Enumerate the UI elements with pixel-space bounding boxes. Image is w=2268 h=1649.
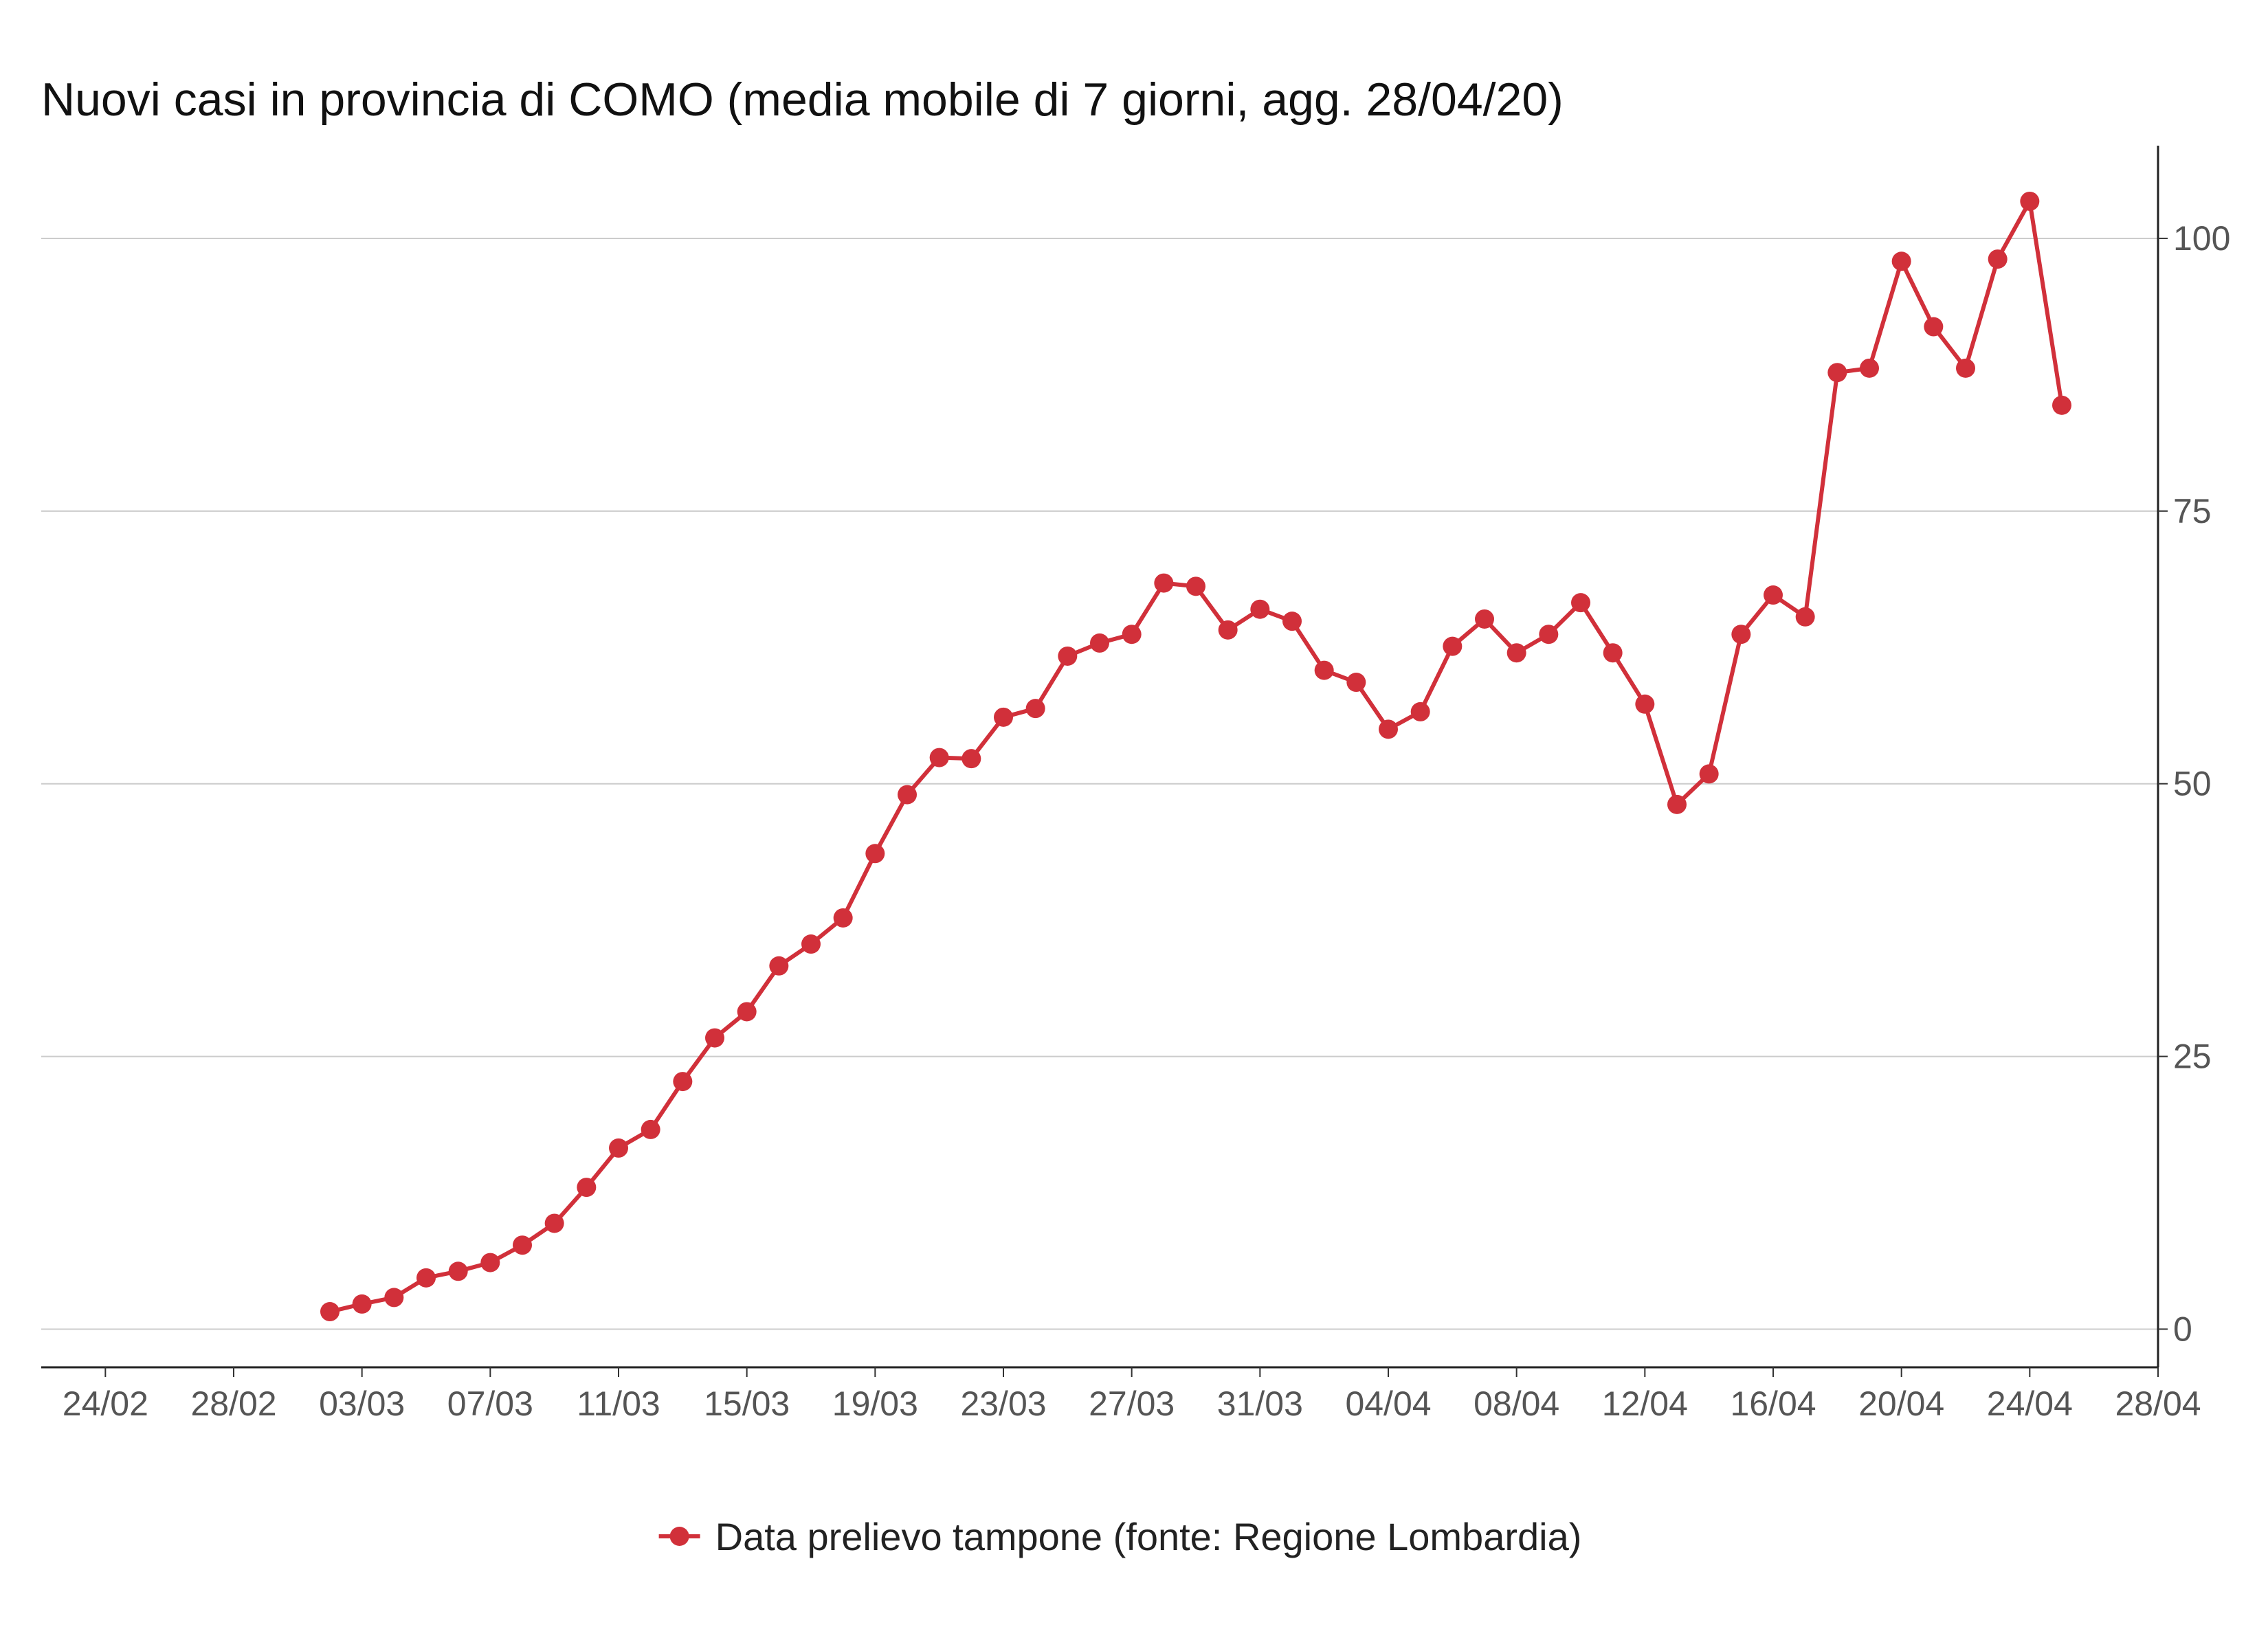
x-tick-label: 11/03 bbox=[577, 1384, 660, 1423]
x-tick-label: 12/04 bbox=[1602, 1384, 1688, 1423]
data-point bbox=[577, 1178, 597, 1198]
data-point bbox=[673, 1072, 693, 1092]
x-tick-label: 08/04 bbox=[1474, 1384, 1559, 1423]
x-tick-label: 27/03 bbox=[1089, 1384, 1175, 1423]
data-point bbox=[1346, 673, 1366, 693]
data-point bbox=[769, 956, 789, 976]
data-point bbox=[705, 1028, 724, 1048]
data-point bbox=[1218, 620, 1238, 640]
data-point bbox=[1025, 699, 1045, 719]
series-layer bbox=[320, 191, 2071, 1322]
data-point bbox=[2052, 395, 2071, 415]
legend: Data prelievo tampone (fonte: Regione Lo… bbox=[658, 1515, 1582, 1558]
data-point bbox=[320, 1302, 340, 1322]
data-point bbox=[898, 785, 917, 805]
x-tick-label: 20/04 bbox=[1858, 1384, 1944, 1423]
data-point bbox=[1250, 599, 1270, 619]
data-point bbox=[1122, 625, 1142, 644]
y-tick-label: 100 bbox=[2173, 219, 2230, 258]
x-tick-label: 07/03 bbox=[447, 1384, 533, 1423]
data-point bbox=[1827, 363, 1847, 383]
data-point bbox=[1507, 643, 1526, 663]
data-point bbox=[1731, 625, 1751, 644]
x-tick-label: 24/02 bbox=[63, 1384, 148, 1423]
data-point bbox=[544, 1213, 564, 1233]
data-point bbox=[1058, 646, 1078, 666]
data-point bbox=[1282, 612, 1302, 631]
x-tick-label: 04/04 bbox=[1345, 1384, 1431, 1423]
data-point bbox=[1764, 585, 1783, 605]
x-tick-label: 24/04 bbox=[1987, 1384, 2073, 1423]
x-tick-label: 31/03 bbox=[1217, 1384, 1303, 1423]
data-point bbox=[994, 707, 1013, 727]
x-tick-label: 28/04 bbox=[2115, 1384, 2201, 1423]
data-point bbox=[416, 1268, 436, 1288]
axes bbox=[41, 146, 2159, 1369]
legend-marker bbox=[669, 1527, 689, 1546]
data-point bbox=[384, 1288, 404, 1308]
gridlines bbox=[41, 237, 2158, 1330]
data-point bbox=[352, 1294, 372, 1314]
legend-label: Data prelievo tampone (fonte: Regione Lo… bbox=[715, 1515, 1582, 1558]
x-tick-label: 23/03 bbox=[960, 1384, 1046, 1423]
data-point bbox=[929, 748, 949, 767]
data-point bbox=[1860, 358, 1879, 378]
data-point bbox=[833, 908, 853, 928]
y-tick-label: 0 bbox=[2173, 1310, 2192, 1348]
data-point bbox=[1891, 251, 1911, 271]
data-point bbox=[1956, 358, 1975, 378]
data-point bbox=[480, 1253, 500, 1272]
data-point bbox=[2020, 191, 2040, 211]
x-tick-label: 19/03 bbox=[832, 1384, 918, 1423]
data-point bbox=[1186, 576, 1205, 596]
x-tick-label: 03/03 bbox=[319, 1384, 405, 1423]
data-point bbox=[1699, 764, 1719, 784]
y-tick-label: 25 bbox=[2173, 1037, 2212, 1076]
data-point bbox=[1924, 317, 1944, 337]
data-point bbox=[641, 1119, 660, 1139]
x-tick-label: 28/02 bbox=[190, 1384, 276, 1423]
x-axis-ticks: 24/02 28/02 03/03 07/03 11/03 15/03 19/03 23/03… bbox=[63, 1367, 2201, 1423]
data-point bbox=[737, 1002, 757, 1022]
y-axis-ticks: 0 25 50 75 100 bbox=[2158, 219, 2230, 1348]
data-point bbox=[1090, 633, 1109, 653]
data-point bbox=[1475, 609, 1494, 629]
data-point bbox=[1988, 249, 2008, 269]
x-tick-label: 16/04 bbox=[1730, 1384, 1816, 1423]
data-point bbox=[1443, 636, 1463, 656]
data-point bbox=[1154, 573, 1174, 593]
data-point bbox=[448, 1261, 468, 1281]
data-point bbox=[1603, 643, 1623, 663]
data-point bbox=[1410, 702, 1430, 721]
data-point bbox=[1539, 625, 1559, 644]
data-point bbox=[1667, 794, 1687, 814]
y-tick-label: 75 bbox=[2173, 492, 2212, 530]
data-point bbox=[513, 1235, 532, 1255]
data-point bbox=[1379, 719, 1398, 739]
data-point bbox=[801, 934, 821, 954]
data-point bbox=[865, 844, 885, 864]
y-tick-label: 50 bbox=[2173, 765, 2212, 803]
data-point bbox=[961, 749, 981, 769]
x-tick-label: 15/03 bbox=[704, 1384, 790, 1423]
data-point bbox=[1314, 660, 1334, 680]
data-point bbox=[609, 1138, 628, 1158]
data-point bbox=[1571, 593, 1590, 613]
chart-title: Nuovi casi in provincia di COMO (media m… bbox=[41, 74, 1564, 126]
data-point bbox=[1795, 607, 1815, 627]
data-point bbox=[1635, 694, 1655, 714]
series-line bbox=[329, 199, 2064, 1314]
